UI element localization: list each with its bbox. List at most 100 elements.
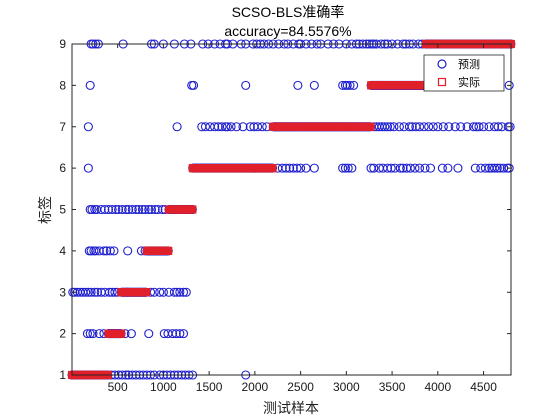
predicted-outlier-point — [140, 204, 150, 215]
predicted-outlier-point — [175, 329, 185, 339]
predicted-outlier-point — [389, 122, 399, 132]
actual-point — [116, 329, 126, 338]
predicted-outlier-point — [238, 122, 248, 132]
actual-point — [142, 288, 151, 297]
predicted-outlier-point — [121, 204, 131, 215]
predicted-outlier-point — [345, 80, 355, 90]
predicted-outlier-point — [309, 163, 319, 173]
predicted-outlier-point — [462, 122, 472, 132]
predicted-outlier-point — [102, 246, 112, 256]
predicted-outlier-point — [480, 163, 490, 173]
predicted-outlier-point — [114, 204, 124, 215]
y-tick-label: 6 — [59, 161, 66, 175]
predicted-outlier-point — [181, 287, 191, 297]
predicted-outlier-point — [301, 163, 311, 173]
predicted-outlier-point — [117, 204, 127, 215]
predicted-outlier-point — [380, 122, 390, 132]
predicted-outlier-point — [253, 122, 263, 132]
predicted-outlier-point — [205, 122, 215, 132]
predicted-outlier-point — [474, 122, 484, 132]
predicted-outlier-point — [407, 122, 417, 132]
predicted-outlier-point — [144, 204, 154, 215]
predicted-outlier-point — [257, 122, 267, 132]
predicted-outlier-point — [347, 163, 357, 173]
predicted-outlier-point — [96, 204, 106, 215]
predicted-outlier-point — [405, 163, 415, 173]
predicted-outlier-point — [81, 287, 91, 297]
predicted-outlier-point — [493, 122, 503, 132]
predicted-outlier-point — [82, 329, 93, 339]
y-tick-label: 8 — [59, 78, 66, 92]
predicted-outlier-point — [281, 163, 291, 173]
legend-predicted-label: 预测 — [458, 58, 480, 71]
predicted-outlier-point — [479, 122, 489, 132]
predicted-outlier-point — [386, 163, 396, 173]
predicted-outlier-point — [410, 163, 420, 173]
predicted-outlier-point — [414, 163, 425, 173]
predicted-outlier-point — [172, 287, 182, 297]
actual-point — [268, 164, 277, 173]
predicted-outlier-point — [425, 163, 436, 173]
predicted-outlier-point — [137, 204, 147, 215]
predicted-outlier-point — [419, 122, 429, 132]
predicted-outlier-point — [382, 122, 393, 132]
predicted-outlier-point — [444, 122, 454, 132]
predicted-outlier-point — [293, 80, 303, 90]
x-axis-label: 测试样本 — [263, 401, 319, 417]
x-tick-label: 4500 — [470, 380, 497, 394]
predicted-outlier-point — [85, 80, 95, 90]
predicted-outlier-point — [453, 163, 463, 173]
predicted-outlier-point — [424, 122, 434, 132]
predicted-outlier-point — [83, 163, 93, 173]
predicted-outlier-point — [476, 163, 486, 173]
y-tick-label: 1 — [59, 368, 66, 382]
predicted-outlier-point — [241, 80, 251, 90]
actual-point — [164, 246, 173, 255]
predicted-outlier-point — [90, 287, 100, 297]
predicted-outlier-point — [505, 122, 515, 132]
predicted-outlier-point — [437, 163, 447, 173]
predicted-outlier-point — [144, 329, 154, 339]
x-tick-label: 4000 — [424, 380, 451, 394]
y-tick-label: 9 — [59, 37, 66, 51]
y-axis-label: 标签 — [37, 196, 54, 224]
predicted-outlier-point — [178, 329, 189, 339]
predicted-outlier-point — [217, 122, 227, 132]
x-tick-label: 2500 — [287, 380, 314, 394]
actual-point — [188, 205, 197, 214]
predicted-outlier-point — [150, 204, 160, 215]
predicted-outlier-point — [292, 163, 302, 173]
predicted-outlier-point — [123, 246, 133, 256]
y-axis: 1 2 3 4 5 6 7 8 9 — [59, 37, 511, 382]
predicted-outlier-point — [169, 287, 179, 297]
x-tick-label: 3500 — [379, 380, 406, 394]
predicted-outlier-point — [127, 204, 137, 215]
predicted-outlier-point — [85, 329, 95, 339]
predicted-outlier-point — [232, 122, 242, 132]
predicted-outlier-point — [394, 122, 404, 132]
predicted-outlier-point — [404, 122, 415, 132]
legend-actual-marker — [437, 77, 447, 87]
y-tick-label: 3 — [59, 285, 66, 299]
actual-point — [366, 122, 375, 131]
predicted-outlier-point — [489, 122, 500, 132]
predicted-outlier-point — [343, 163, 353, 173]
x-tick-label: 1000 — [150, 380, 177, 394]
predicted-outlier-point — [398, 163, 408, 173]
predicted-outlier-point — [107, 287, 117, 297]
predicted-outlier-point — [99, 246, 109, 256]
predicted-outlier-point — [189, 80, 199, 90]
predicted-outlier-point — [414, 122, 425, 132]
predicted-outlier-point — [155, 287, 165, 297]
predicted-outlier-point — [83, 122, 93, 132]
predicted-outlier-point — [222, 122, 232, 132]
predicted-outlier-point — [456, 122, 466, 132]
predicted-outlier-point — [382, 163, 393, 173]
predicted-outlier-point — [428, 122, 438, 132]
y-tick-label: 7 — [59, 120, 66, 134]
predicted-outlier-point — [153, 204, 163, 215]
predicted-outlier-point — [146, 204, 157, 215]
predicted-outlier-point — [175, 287, 185, 297]
predicted-outlier-point — [158, 287, 168, 297]
